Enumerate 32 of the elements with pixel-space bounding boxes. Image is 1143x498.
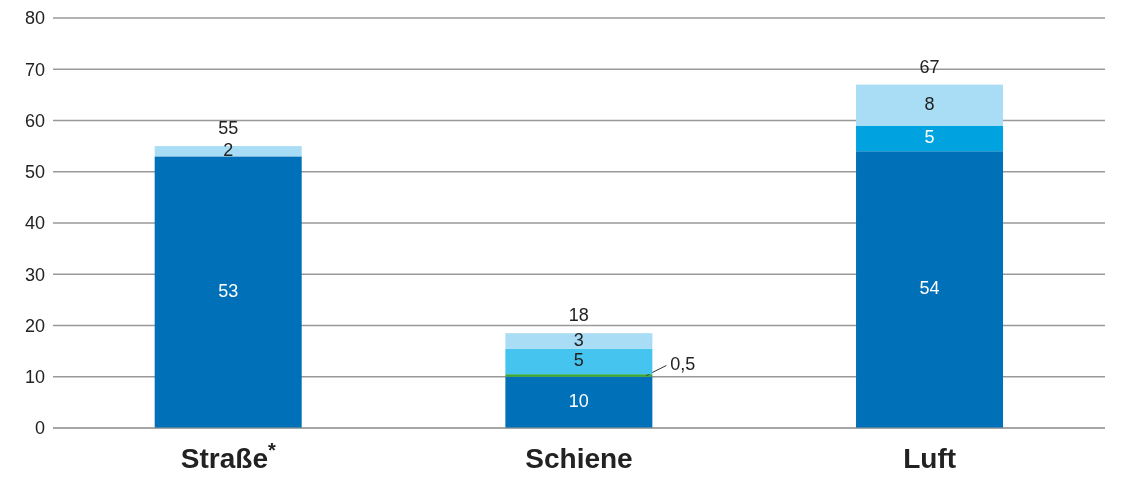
data-label: 0,5 [670,354,696,375]
bar [505,333,653,349]
x-tick-label: Luft [903,443,957,474]
bar [856,84,1004,126]
y-tick-label: 20 [24,315,45,336]
y-tick-label: 40 [24,213,45,234]
data-label: 54 [919,278,940,299]
data-label: 53 [218,280,239,301]
y-tick-label: 70 [24,59,45,80]
bar [154,156,302,428]
data-label: 5 [924,127,935,148]
total-label: 55 [218,118,239,139]
bar [505,374,653,377]
y-tick-label: 30 [24,264,45,285]
x-tick-label: Schiene [525,443,633,474]
y-tick-label: 80 [24,8,45,29]
data-label: 5 [573,350,584,371]
bar [505,376,653,428]
bar [856,125,1004,152]
data-label: 2 [223,140,234,160]
data-label: 3 [573,329,584,350]
bar [505,348,653,375]
data-label: 10 [568,391,589,412]
data-label: 8 [924,93,935,114]
y-tick-label: 60 [24,110,45,131]
y-tick-label: 10 [24,367,45,388]
y-tick-label: 0 [34,418,45,439]
total-label: 67 [919,56,940,77]
bar [856,151,1004,428]
y-tick-label: 50 [24,162,45,183]
x-tick-label: Straße$^{*}$ [180,439,277,474]
total-label: 18 [568,305,589,326]
